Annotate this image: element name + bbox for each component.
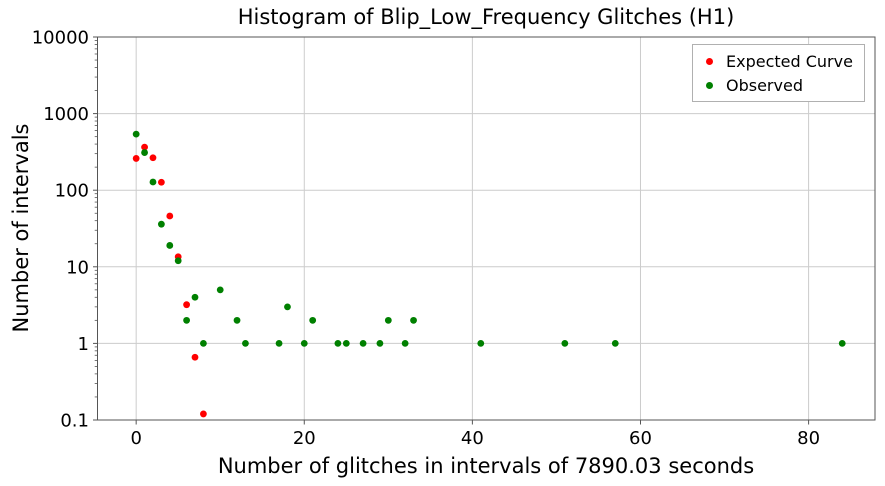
x-tick-label: 80 xyxy=(797,428,820,449)
data-point-observed xyxy=(384,316,392,324)
data-point-observed xyxy=(359,340,367,347)
x-tick-label: 20 xyxy=(293,428,316,449)
data-point-expected-curve xyxy=(141,143,148,151)
data-point-observed xyxy=(275,340,283,347)
y-tick-label: 0.1 xyxy=(60,411,89,432)
data-point-expected-curve xyxy=(157,178,165,186)
x-tick-label: 40 xyxy=(461,428,484,449)
x-tick-label: 60 xyxy=(629,428,652,449)
x-tick-label: 0 xyxy=(130,428,141,449)
y-axis-label: Number of intervals xyxy=(9,123,33,333)
data-point-expected-curve xyxy=(132,155,140,162)
observed-marker-icon xyxy=(706,81,713,89)
expected-curve-marker-icon xyxy=(706,57,713,65)
legend-label-expected-curve: Expected Curve xyxy=(726,51,853,71)
data-point-expected-curve xyxy=(183,301,190,309)
data-point-observed xyxy=(200,340,207,347)
chart-title: Histogram of Blip_Low_Frequency Glitches… xyxy=(237,5,735,29)
y-tick-label: 10 xyxy=(66,257,89,278)
legend-item-observed: Observed xyxy=(699,73,858,97)
data-point-observed xyxy=(477,340,485,347)
data-point-observed xyxy=(561,340,569,347)
data-point-observed xyxy=(132,130,140,138)
axes-frame xyxy=(97,36,876,421)
data-point-observed xyxy=(183,316,190,324)
data-point-observed xyxy=(401,340,409,347)
data-point-observed xyxy=(334,340,342,347)
y-tick-label: 1 xyxy=(78,334,89,355)
data-point-expected-curve xyxy=(191,353,199,361)
legend-label-observed: Observed xyxy=(726,75,803,95)
data-point-expected-curve xyxy=(200,410,207,418)
data-point-observed xyxy=(284,303,291,311)
data-point-observed xyxy=(300,340,308,347)
data-point-expected-curve xyxy=(166,212,174,220)
x-axis-label: Number of glitches in intervals of 7890.… xyxy=(217,454,755,478)
data-point-observed xyxy=(342,340,350,347)
data-point-observed xyxy=(216,286,224,294)
data-point-observed xyxy=(191,293,199,301)
y-tick-label: 1000 xyxy=(43,104,89,125)
y-tick-label: 10000 xyxy=(32,28,89,49)
data-point-observed xyxy=(157,220,165,228)
data-point-observed xyxy=(242,340,249,347)
data-point-observed xyxy=(166,242,174,249)
data-point-expected-curve xyxy=(149,154,157,162)
data-point-observed xyxy=(611,340,619,347)
legend-item-expected-curve: Expected Curve xyxy=(699,49,858,73)
legend: Expected Curve Observed xyxy=(692,44,865,102)
data-point-observed xyxy=(410,316,417,324)
data-point-observed xyxy=(233,316,241,324)
data-point-observed xyxy=(309,316,317,324)
data-point-observed xyxy=(141,149,148,156)
data-point-observed xyxy=(149,178,157,186)
data-point-observed xyxy=(174,257,182,265)
data-point-observed xyxy=(376,340,384,347)
y-tick-label: 100 xyxy=(55,181,89,202)
data-point-observed xyxy=(838,340,846,347)
